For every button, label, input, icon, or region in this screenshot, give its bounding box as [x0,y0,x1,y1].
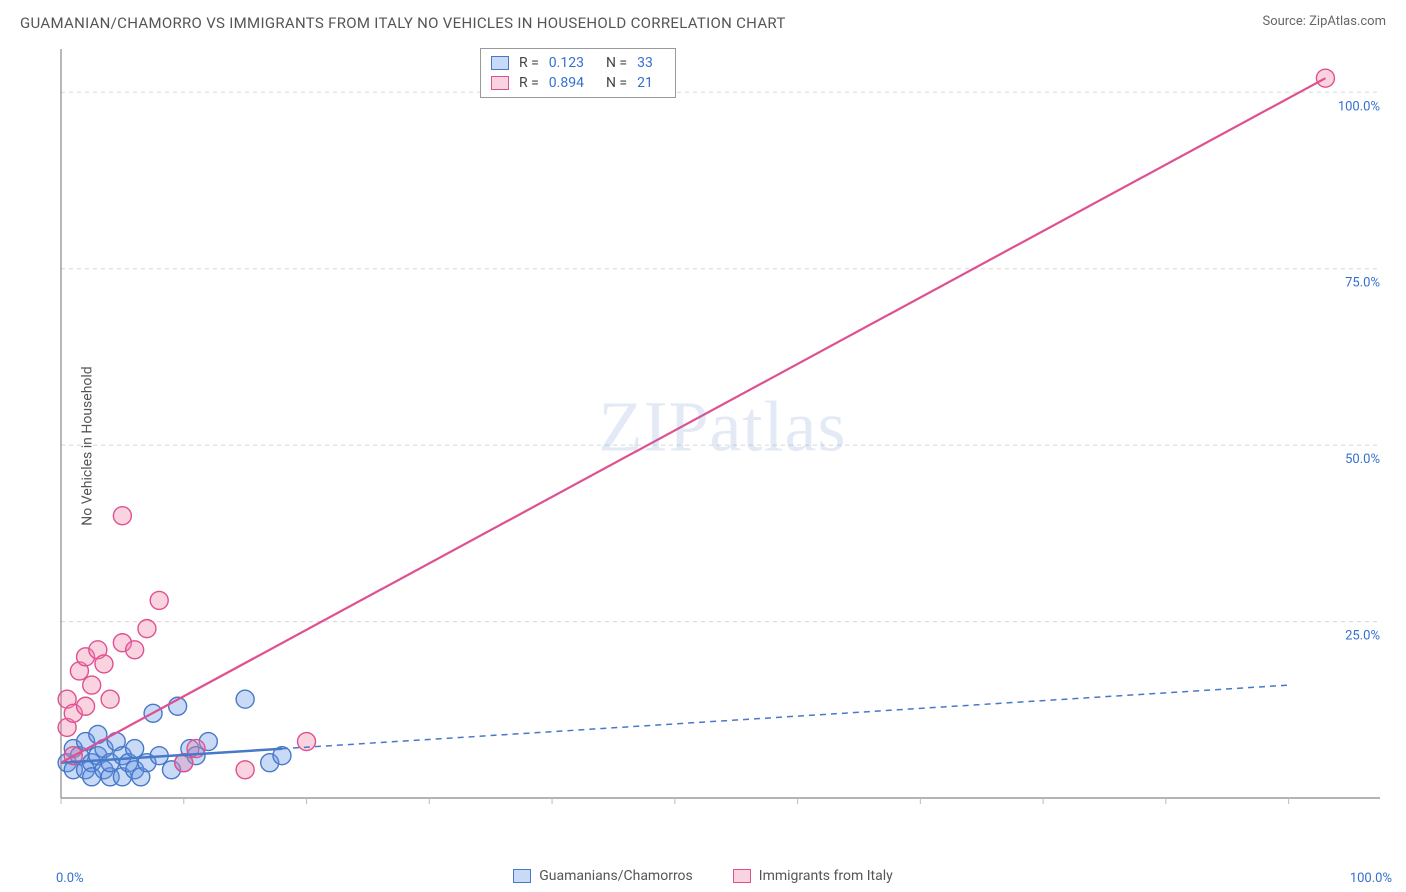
chart-title: GUAMANIAN/CHAMORRO VS IMMIGRANTS FROM IT… [20,14,786,32]
trend-line-extrapolated [282,685,1289,749]
data-point [113,507,131,525]
stats-row: R = 0.123 N = 33 [491,53,665,73]
data-point [101,690,119,708]
r-value: 0.123 [549,55,584,71]
legend-label: Immigrants from Italy [759,868,893,884]
trend-line [61,78,1325,763]
stats-legend-box: R = 0.123 N = 33 R = 0.894 N = 21 [480,48,676,98]
data-point [126,740,144,758]
legend-swatch [733,869,751,883]
n-value: 33 [637,55,653,71]
data-point [150,591,168,609]
r-label: R = [519,75,539,91]
y-tick-label: 100.0% [1338,99,1380,114]
x-axis-end-label: 100.0% [1350,871,1392,886]
r-label: R = [519,55,539,71]
y-tick-label: 25.0% [1345,629,1380,644]
stats-row: R = 0.894 N = 21 [491,73,665,93]
legend-item: Guamanians/Chamorros [513,868,693,884]
scatter-chart: 25.0% 50.0% 75.0% 100.0% [55,45,1390,840]
data-point [236,690,254,708]
y-tick-label: 50.0% [1345,452,1380,467]
legend-item: Immigrants from Italy [733,868,893,884]
data-point [83,676,101,694]
y-tick-label: 75.0% [1345,276,1380,291]
legend-swatch [491,76,509,90]
legend-swatch [513,869,531,883]
legend-label: Guamanians/Chamorros [539,868,693,884]
data-point [126,641,144,659]
n-label: N = [606,75,627,91]
n-value: 21 [637,75,653,91]
n-label: N = [606,55,627,71]
bottom-legend: Guamanians/Chamorros Immigrants from Ital… [0,868,1406,884]
legend-swatch [491,56,509,70]
r-value: 0.894 [549,75,584,91]
origin-label: 0.0% [56,871,84,886]
source-attribution: Source: ZipAtlas.com [1262,14,1386,29]
data-point [95,655,113,673]
data-point [77,697,95,715]
data-point [236,761,254,779]
plot-area: ZIPatlas 25.0%50.0%75.0%100.0% [55,45,1390,840]
data-point [138,620,156,638]
